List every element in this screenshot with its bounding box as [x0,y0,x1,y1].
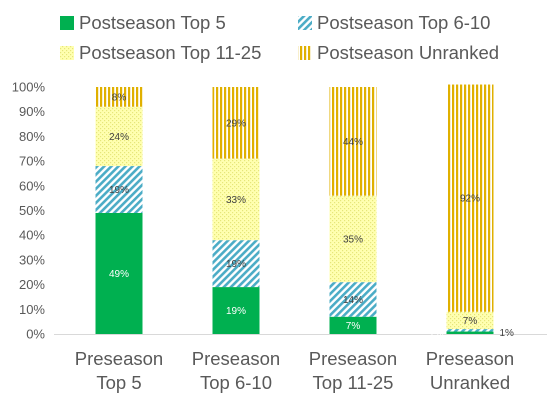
category-label-preseason-top-11-25: Preseason Top 11-25 [309,348,397,393]
bar-segment-postseason-top-11-25 [95,106,143,167]
data-label: 19% [226,259,246,270]
bar-segment-postseason-top-11-25 [212,158,260,241]
data-label: 35% [343,234,363,245]
legend-label: Postseason Unranked [317,42,499,63]
data-label: 33% [226,195,246,206]
bar-segment-postseason-top-6-10 [212,240,260,288]
bar-segment-postseason-unranked [212,87,260,159]
data-label: 1% [429,328,444,339]
data-label: 14% [343,295,363,306]
y-tick-label: 20% [19,277,45,292]
category-label-line: Preseason [192,348,280,369]
category-label-line: Top 6-10 [200,372,272,393]
legend-label: Postseason Top 5 [79,12,226,33]
bar-segment-postseason-unranked [95,87,143,107]
chart-legend: Postseason Top 5 Postseason Top 6-10 Posts… [60,12,499,63]
data-label: 7% [346,321,361,332]
bar-stack-preseason-unranked: 1% 1% 7% 92% [429,84,515,339]
y-tick-label: 30% [19,252,45,267]
y-tick-label: 60% [19,178,45,193]
data-label: 24% [109,132,129,143]
legend-swatch [60,46,74,60]
legend-item-postseason-top-5: Postseason Top 5 [60,12,226,33]
bar-segment-postseason-top-11-25 [446,311,494,330]
bar-stack-preseason-top-6-10: 19% 19% 33% 29% [212,87,260,334]
bar-segment-postseason-top-6-10 [329,282,377,317]
bar-segment-postseason-unranked [329,87,377,196]
data-label: 7% [463,316,478,327]
legend-label: Postseason Top 11-25 [79,42,261,63]
data-label: 1% [500,328,515,339]
y-tick-label: 50% [19,203,45,218]
bar-segment-postseason-top-6-10 [95,166,143,213]
bar-stack-preseason-top-11-25: 7% 14% 35% 44% [329,87,377,334]
data-label: 8% [112,92,127,103]
bar-segment-postseason-top-11-25 [329,195,377,283]
bar-stack-preseason-top-5: 49% 19% 24% 8% [95,87,143,334]
bar-segment-postseason-top-5 [95,212,143,334]
bar-segment-postseason-unranked [446,84,494,312]
legend-swatch [298,16,312,30]
category-label-preseason-top-6-10: Preseason Top 6-10 [192,348,280,393]
category-label-line: Preseason [309,348,397,369]
y-tick-label: 80% [19,129,45,144]
data-label: 44% [343,137,363,148]
y-tick-label: 0% [26,327,45,342]
legend-item-postseason-top-6-10: Postseason Top 6-10 [298,12,490,33]
data-label: 19% [226,306,246,317]
category-label-line: Unranked [430,372,510,393]
data-label: 49% [109,269,129,280]
legend-swatch [298,46,312,60]
bar-segment-postseason-top-5 [329,316,377,334]
bar-segment-postseason-top-5 [446,331,494,334]
y-tick-label: 10% [19,302,45,317]
bar-segment-postseason-top-6-10 [446,329,494,332]
y-tick-label: 90% [19,104,45,119]
y-tick-label: 40% [19,228,45,243]
category-label-line: Preseason [426,348,514,369]
category-label-line: Top 11-25 [313,372,394,393]
y-tick-label: 100% [12,80,46,95]
category-label-preseason-top-5: Preseason Top 5 [75,348,163,393]
legend-item-postseason-unranked: Postseason Unranked [298,42,499,63]
bar-segment-postseason-top-5 [212,287,260,334]
bars: 49% 19% 24% 8% 19% 19% 33% 29% 7% 14% 35% 44% 1% 1% 7%… [95,84,515,339]
category-label-line: Preseason [75,348,163,369]
legend-label: Postseason Top 6-10 [317,12,490,33]
legend-item-postseason-top-11-25: Postseason Top 11-25 [60,42,261,63]
data-label: 29% [226,118,246,129]
data-label: 92% [460,194,480,205]
category-label-line: Top 5 [96,372,141,393]
category-label-preseason-unranked: Preseason Unranked [426,348,514,393]
legend-swatch [60,16,74,30]
y-tick-label: 70% [19,154,45,169]
data-label: 19% [109,185,129,196]
y-axis: 0% 10% 20% 30% 40% 50% 60% 70% 80% 90% 100% [12,80,547,342]
